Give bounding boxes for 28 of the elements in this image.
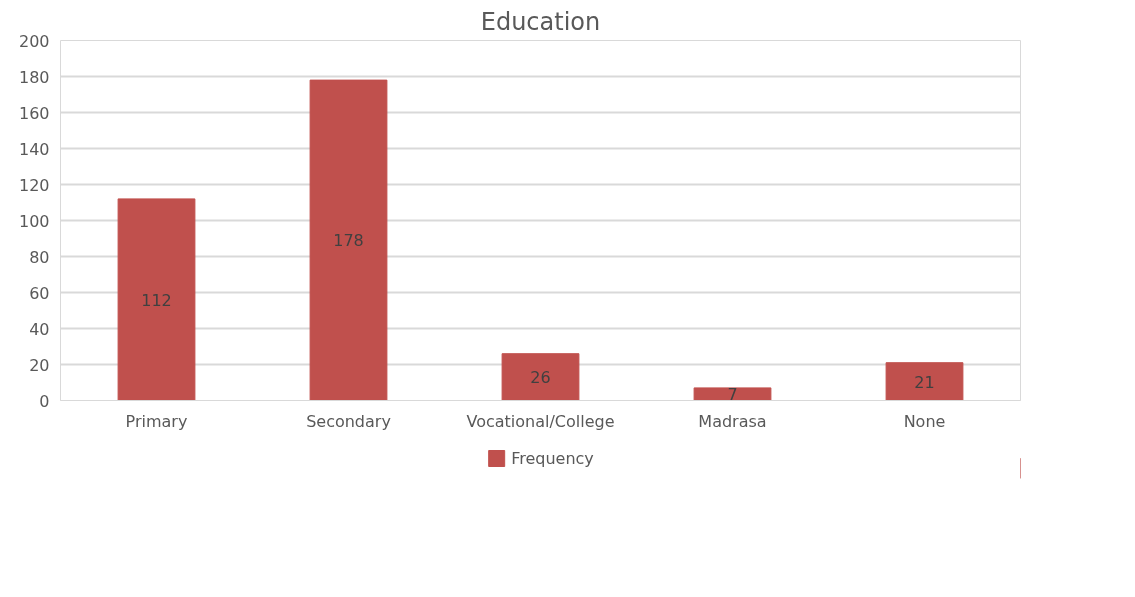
y-tick-label: 80 bbox=[29, 247, 50, 267]
x-tick-label: Secondary bbox=[306, 411, 391, 431]
bar bbox=[693, 387, 772, 401]
x-tick-label: Primary bbox=[125, 411, 188, 431]
y-tick-label: 0 bbox=[39, 391, 50, 411]
bar bbox=[309, 79, 388, 401]
y-tick-label: 140 bbox=[18, 139, 50, 159]
y-tick-label: 160 bbox=[18, 103, 50, 123]
bar bbox=[117, 198, 196, 401]
data-label: 178 bbox=[333, 231, 364, 251]
y-tick-label: 200 bbox=[18, 31, 50, 51]
y-tick-label: 180 bbox=[18, 67, 50, 87]
x-tick-label: None bbox=[903, 411, 946, 431]
y-tick-label: 100 bbox=[18, 211, 50, 231]
data-label: 112 bbox=[141, 290, 172, 310]
chart-title: Education bbox=[480, 7, 601, 36]
data-label: 26 bbox=[530, 368, 551, 388]
bar bbox=[501, 353, 580, 401]
y-tick-label: 120 bbox=[18, 175, 50, 195]
data-label: 7 bbox=[727, 385, 738, 405]
y-tick-label: 60 bbox=[29, 283, 50, 303]
legend-label: Frequency bbox=[511, 448, 594, 468]
y-tick-label: 40 bbox=[29, 319, 50, 339]
x-tick-label: Vocational/College bbox=[466, 411, 615, 431]
x-tick-label: Madrasa bbox=[698, 411, 767, 431]
bar bbox=[885, 362, 964, 401]
data-label: 21 bbox=[914, 372, 935, 392]
y-tick-label: 20 bbox=[29, 355, 50, 375]
